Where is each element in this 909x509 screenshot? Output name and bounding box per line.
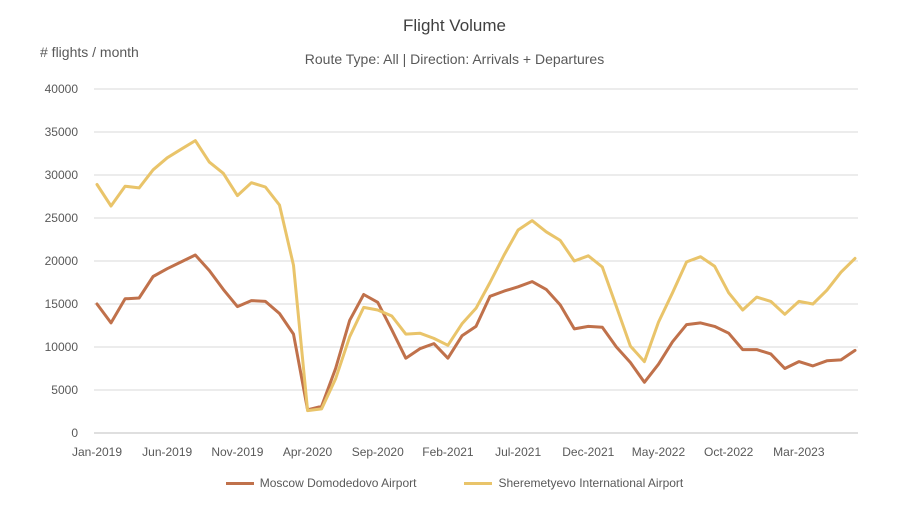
x-tick-label: Jul-2021: [495, 445, 541, 459]
x-tick-label: Mar-2023: [773, 445, 825, 459]
y-tick-label: 0: [71, 426, 78, 440]
y-tick-label: 15000: [45, 297, 79, 311]
gridlines: [94, 88, 858, 434]
x-tick-label: Feb-2021: [422, 445, 474, 459]
legend-item-sheremetyevo: Sheremetyevo International Airport: [464, 476, 683, 490]
y-tick-labels: 0 5000 10000 15000 20000 25000 30000 35000 40000: [45, 82, 79, 440]
x-tick-label: May-2022: [632, 445, 686, 459]
x-tick-label: Apr-2020: [283, 445, 333, 459]
y-tick-label: 10000: [45, 340, 79, 354]
series-lines: [95, 139, 857, 413]
series-line-domodedovo: [95, 253, 857, 412]
y-tick-label: 5000: [51, 383, 78, 397]
legend-swatch-sheremetyevo: [464, 481, 493, 485]
legend-label-sheremetyevo: Sheremetyevo International Airport: [498, 476, 684, 490]
x-tick-label: Sep-2020: [352, 445, 404, 459]
legend-label-domodedovo: Moscow Domodedovo Airport: [259, 476, 417, 490]
legend-swatch-domodedovo: [225, 481, 254, 485]
x-tick-labels: Jan-2019 Jun-2019 Nov-2019 Apr-2020 Sep-2020…: [72, 445, 825, 459]
y-axis-label: # flights / month: [40, 44, 139, 60]
x-tick-label: Jun-2019: [142, 445, 192, 459]
x-tick-label: Jan-2019: [72, 445, 122, 459]
y-tick-label: 30000: [45, 168, 79, 182]
x-tick-label: Nov-2019: [211, 445, 263, 459]
y-tick-label: 25000: [45, 211, 79, 225]
series-line-sheremetyevo: [95, 139, 857, 413]
legend: Moscow Domodedovo Airport Sheremetyevo I…: [0, 476, 909, 490]
chart-subtitle: Route Type: All | Direction: Arrivals + …: [304, 51, 605, 67]
x-tick-label: Dec-2021: [562, 445, 614, 459]
x-tick-label: Oct-2022: [704, 445, 754, 459]
y-tick-label: 35000: [45, 125, 79, 139]
chart-title: Flight Volume: [403, 16, 506, 35]
y-tick-label: 40000: [45, 82, 79, 96]
y-tick-label: 20000: [45, 254, 79, 268]
legend-item-domodedovo: Moscow Domodedovo Airport: [225, 476, 417, 490]
